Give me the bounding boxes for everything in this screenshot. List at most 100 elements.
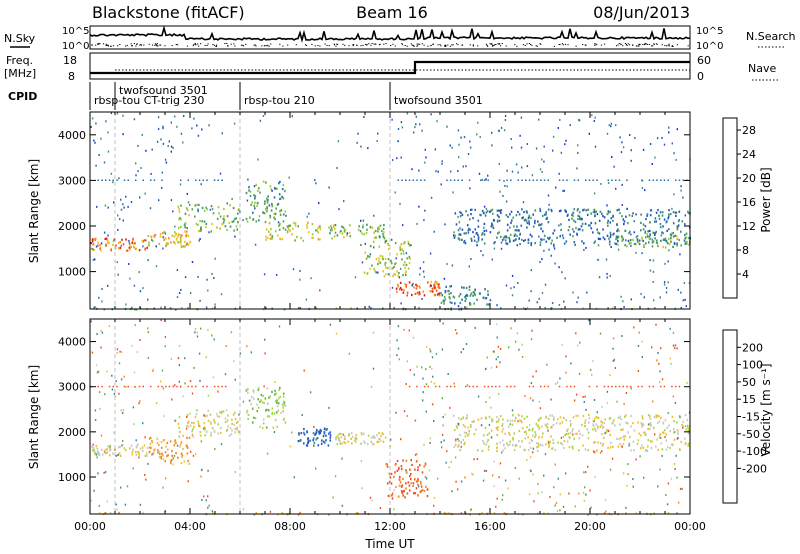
echo-cell <box>438 286 441 289</box>
noise-search-point <box>253 44 255 46</box>
echo-cell <box>527 241 530 244</box>
echo-cell <box>317 238 320 241</box>
echo-cell <box>458 417 460 420</box>
echo-cell <box>506 169 508 172</box>
echo-cell <box>265 408 267 412</box>
echo-cell <box>341 457 343 460</box>
echo-cell <box>354 440 357 443</box>
echo-cell <box>430 380 433 383</box>
echo-cell <box>551 302 554 305</box>
echo-cell <box>567 428 569 431</box>
echo-cell <box>679 253 681 256</box>
echo-cell <box>181 307 183 310</box>
echo-cell <box>121 444 123 447</box>
noise-search-point <box>177 44 179 46</box>
echo-cell <box>159 380 162 383</box>
noise-search-point <box>439 44 441 46</box>
noise-search-point <box>452 44 454 46</box>
echo-cell <box>230 433 233 436</box>
echo-cell <box>677 220 680 223</box>
echo-cell <box>253 416 255 419</box>
echo-cell <box>510 138 512 141</box>
echo-cell <box>122 133 124 136</box>
echo-cell <box>528 220 530 222</box>
echo-cell <box>680 306 683 310</box>
echo-cell <box>424 161 426 164</box>
echo-cell <box>436 293 439 296</box>
echo-cell <box>94 418 97 421</box>
echo-cell <box>199 238 201 240</box>
echo-cell <box>656 359 658 362</box>
echo-cell <box>343 228 346 231</box>
echo-cell <box>175 452 177 455</box>
echo-cell <box>399 476 401 479</box>
echo-cell <box>302 239 305 242</box>
echo-cell <box>637 385 639 388</box>
echo-cell <box>212 376 215 379</box>
echo-cell <box>90 126 92 128</box>
echo-cell <box>550 210 553 213</box>
echo-cell <box>291 233 293 236</box>
echo-cell <box>107 131 109 134</box>
echo-cell <box>346 232 348 235</box>
echo-cell <box>566 385 568 388</box>
echo-cell <box>213 418 215 421</box>
echo-cell <box>649 221 651 224</box>
echo-cell <box>418 205 420 208</box>
echo-cell <box>176 125 178 128</box>
echo-cell <box>532 399 534 402</box>
echo-cell <box>289 445 291 448</box>
echo-cell <box>573 208 576 211</box>
echo-cell <box>431 290 434 293</box>
echo-cell <box>378 432 380 435</box>
echo-cell <box>684 443 687 446</box>
echo-cell <box>665 433 667 436</box>
echo-cell <box>101 448 103 451</box>
echo-cell <box>299 269 301 272</box>
echo-cell <box>99 244 101 247</box>
echo-cell <box>401 126 404 129</box>
echo-cell <box>413 478 416 481</box>
echo-cell <box>684 413 687 416</box>
echo-cell <box>457 444 460 447</box>
echo-cell <box>560 436 563 439</box>
echo-cell <box>626 484 628 487</box>
echo-cell <box>99 407 101 410</box>
echo-cell <box>384 240 387 243</box>
noise-search-point <box>105 44 107 46</box>
echo-cell <box>414 468 416 471</box>
echo-cell <box>438 292 441 295</box>
echo-cell <box>630 149 632 152</box>
noise-search-point <box>491 43 493 45</box>
echo-cell <box>593 120 595 122</box>
noise-search-point <box>215 45 217 47</box>
echo-cell <box>93 449 95 452</box>
echo-cell <box>387 494 390 497</box>
echo-cell <box>101 287 103 290</box>
echo-cell <box>173 454 176 457</box>
echo-cell <box>627 431 629 434</box>
echo-cell <box>201 128 203 131</box>
echo-cell <box>662 421 665 424</box>
echo-cell <box>623 306 625 308</box>
echo-cell <box>279 210 281 213</box>
echo-cell <box>452 414 455 417</box>
echo-cell <box>177 357 180 360</box>
echo-cell <box>443 300 445 303</box>
echo-cell <box>360 442 362 445</box>
echo-cell <box>442 416 444 419</box>
noise-search-point <box>419 43 421 45</box>
echo-cell <box>94 237 97 240</box>
echo-cell <box>578 429 580 432</box>
echo-cell <box>204 434 207 437</box>
echo-cell <box>454 329 457 331</box>
echo-cell <box>559 509 561 512</box>
echo-cell <box>370 436 373 439</box>
echo-cell <box>495 323 498 326</box>
echo-cell <box>518 213 521 216</box>
echo-cell <box>408 255 411 258</box>
echo-cell <box>372 436 375 439</box>
echo-cell <box>461 179 463 181</box>
echo-cell <box>661 211 664 214</box>
noise-search-point <box>501 43 503 45</box>
